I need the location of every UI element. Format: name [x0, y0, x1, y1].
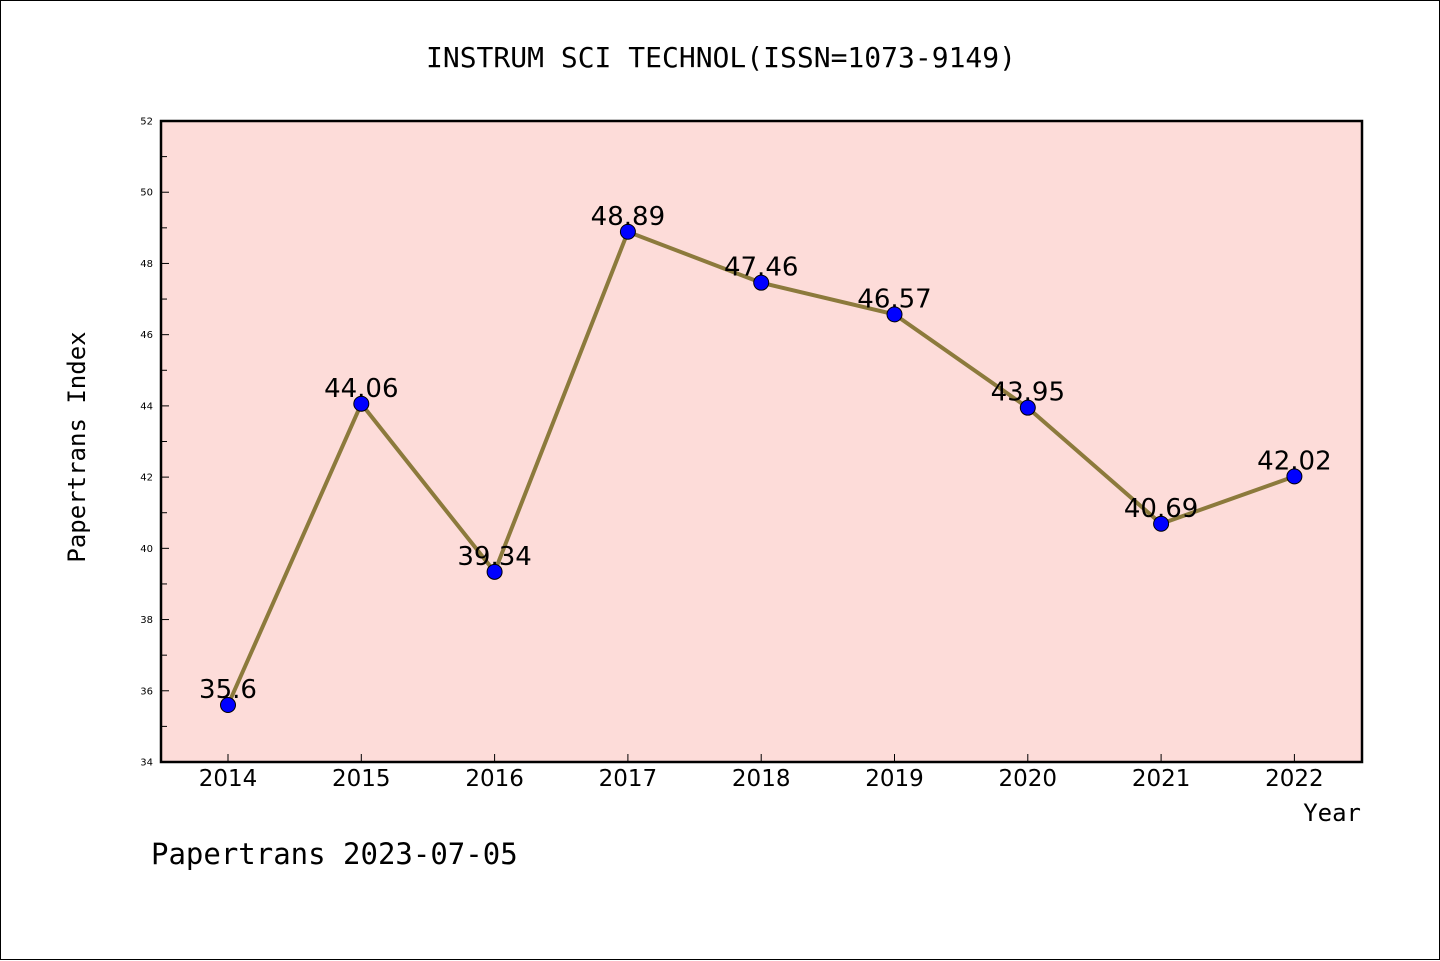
x-tick-label: 2016: [465, 766, 524, 792]
data-label: 35.6: [199, 675, 257, 705]
y-tick-label: 52: [140, 117, 153, 128]
data-point: [220, 697, 236, 714]
data-label: 47.46: [724, 253, 798, 283]
chart-title: INSTRUM SCI TECHNOL(ISSN=1073-9149): [426, 41, 1016, 74]
plot-border: [159, 119, 1364, 764]
y-tick-label: 48: [140, 259, 153, 270]
y-tick-label: 40: [140, 544, 153, 555]
data-point: [353, 395, 370, 412]
data-point: [753, 274, 770, 291]
axis-ticks: 34 36 38 40 42 44 46 48 50 52 2014 2015 2016 2017 2018…: [140, 117, 1323, 793]
data-label: 46.57: [857, 284, 931, 314]
x-tick-label: 2022: [1265, 766, 1324, 792]
data-point: [886, 306, 903, 323]
data-label: 39.34: [457, 542, 531, 572]
data-point: [486, 563, 503, 580]
y-tick-label: 36: [140, 686, 153, 697]
x-tick-label: 2020: [999, 766, 1058, 792]
data-point: [1019, 399, 1036, 416]
data-label: 44.06: [324, 374, 398, 404]
y-axis-title: Papertrans Index: [63, 331, 91, 562]
data-labels: 35.6 44.06 39.34 48.89 47.46 46.57 43.95 40.69 4…: [199, 202, 1332, 705]
x-axis-title: Year: [1303, 799, 1361, 827]
data-label: 43.95: [991, 378, 1065, 408]
x-tick-label: 2014: [199, 766, 258, 792]
x-tick-label: 2017: [599, 766, 658, 792]
y-tick-label: 42: [140, 473, 153, 484]
x-tick-label: 2018: [732, 766, 791, 792]
y-tick-label: 44: [140, 401, 153, 412]
x-tick-label: 2015: [332, 766, 391, 792]
data-label: 42.02: [1257, 446, 1331, 476]
data-point: [1286, 468, 1303, 485]
data-point: [1153, 515, 1170, 532]
series-layer: [220, 223, 1303, 714]
y-tick-label: 34: [140, 758, 153, 769]
data-label: 48.89: [591, 202, 665, 232]
x-tick-label: 2021: [1132, 766, 1191, 792]
data-label: 40.69: [1124, 494, 1198, 524]
y-tick-label: 46: [140, 330, 153, 341]
x-tick-label: 2019: [865, 766, 924, 792]
plot-area: [161, 121, 1362, 762]
watermark-text: Papertrans 2023-07-05: [151, 837, 518, 871]
y-tick-label: 38: [140, 615, 153, 626]
y-tick-label: 50: [140, 188, 153, 199]
data-point: [619, 223, 636, 240]
